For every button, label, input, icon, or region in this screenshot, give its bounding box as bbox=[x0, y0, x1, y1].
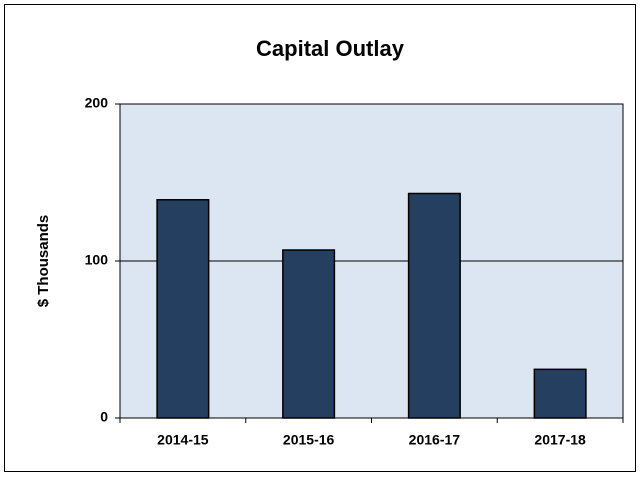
x-tick-label: 2014-15 bbox=[157, 432, 209, 448]
x-tick-label: 2015-16 bbox=[283, 432, 335, 448]
bar bbox=[533, 368, 587, 419]
y-axis-label: $ Thousands bbox=[35, 215, 52, 308]
y-tick-label: 200 bbox=[85, 95, 109, 111]
bar bbox=[282, 249, 336, 419]
bar bbox=[156, 199, 210, 419]
bar bbox=[407, 192, 461, 419]
y-tick-label: 0 bbox=[100, 409, 108, 425]
y-tick-label: 100 bbox=[85, 252, 109, 268]
x-tick-label: 2016-17 bbox=[409, 432, 461, 448]
x-tick-label: 2017-18 bbox=[534, 432, 586, 448]
chart-title: Capital Outlay bbox=[256, 36, 405, 61]
